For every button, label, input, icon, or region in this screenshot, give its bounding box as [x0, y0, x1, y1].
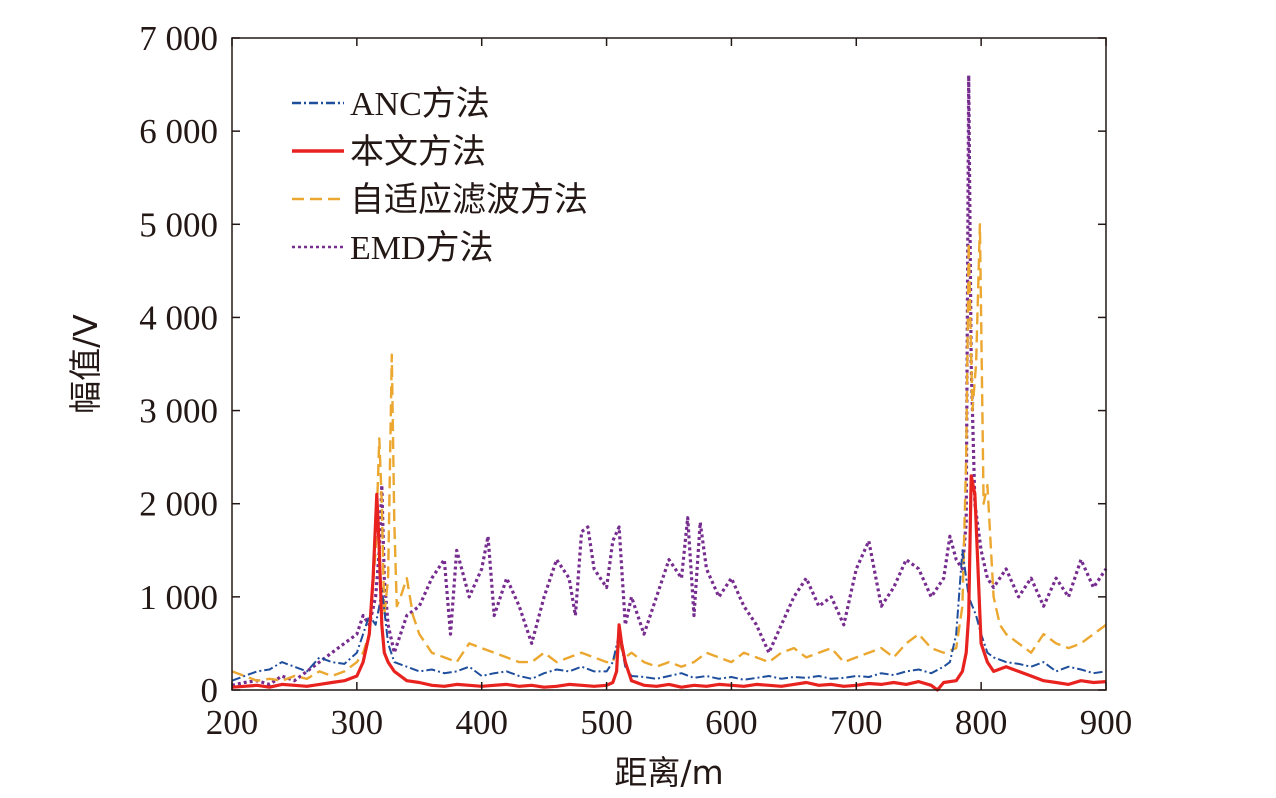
y-tick-label: 4 000: [139, 298, 218, 337]
x-tick-label: 200: [206, 703, 259, 742]
x-tick-label: 900: [1080, 703, 1133, 742]
y-tick-label: 3 000: [139, 392, 218, 431]
x-axis-title: 距离/m: [614, 753, 723, 792]
y-tick-label: 2 000: [139, 485, 218, 524]
y-tick-label: 5 000: [139, 205, 218, 244]
legend-label-2: 本文方法: [350, 133, 486, 171]
y-tick-label: 7 000: [139, 19, 218, 58]
plot-frame: [231, 37, 1107, 691]
y-axis-title: 幅值/V: [66, 314, 105, 414]
y-tick-label: 0: [201, 671, 219, 710]
series-line-2: [231, 474, 1107, 692]
x-tick-label: 500: [580, 703, 633, 742]
ticks-layer: 200 300 400 500 600 700 800 900 0 1 000 2 000 3 000…: [139, 19, 1132, 742]
series-line-1: [231, 549, 1107, 682]
series-line-3: [231, 223, 1107, 682]
x-tick-label: 600: [705, 703, 758, 742]
x-tick-label: 400: [455, 703, 508, 742]
y-tick-label: 6 000: [139, 112, 218, 151]
legend-label-4: EMD方法: [350, 229, 494, 267]
x-tick-label: 300: [331, 703, 384, 742]
series-layer: [231, 73, 1108, 692]
x-tick-label: 800: [955, 703, 1008, 742]
y-tick-label: 1 000: [139, 578, 218, 617]
legend-label-1: ANC方法: [350, 85, 490, 123]
x-tick-label: 700: [830, 703, 883, 742]
legend-label-3: 自适应滤波方法: [350, 181, 588, 219]
